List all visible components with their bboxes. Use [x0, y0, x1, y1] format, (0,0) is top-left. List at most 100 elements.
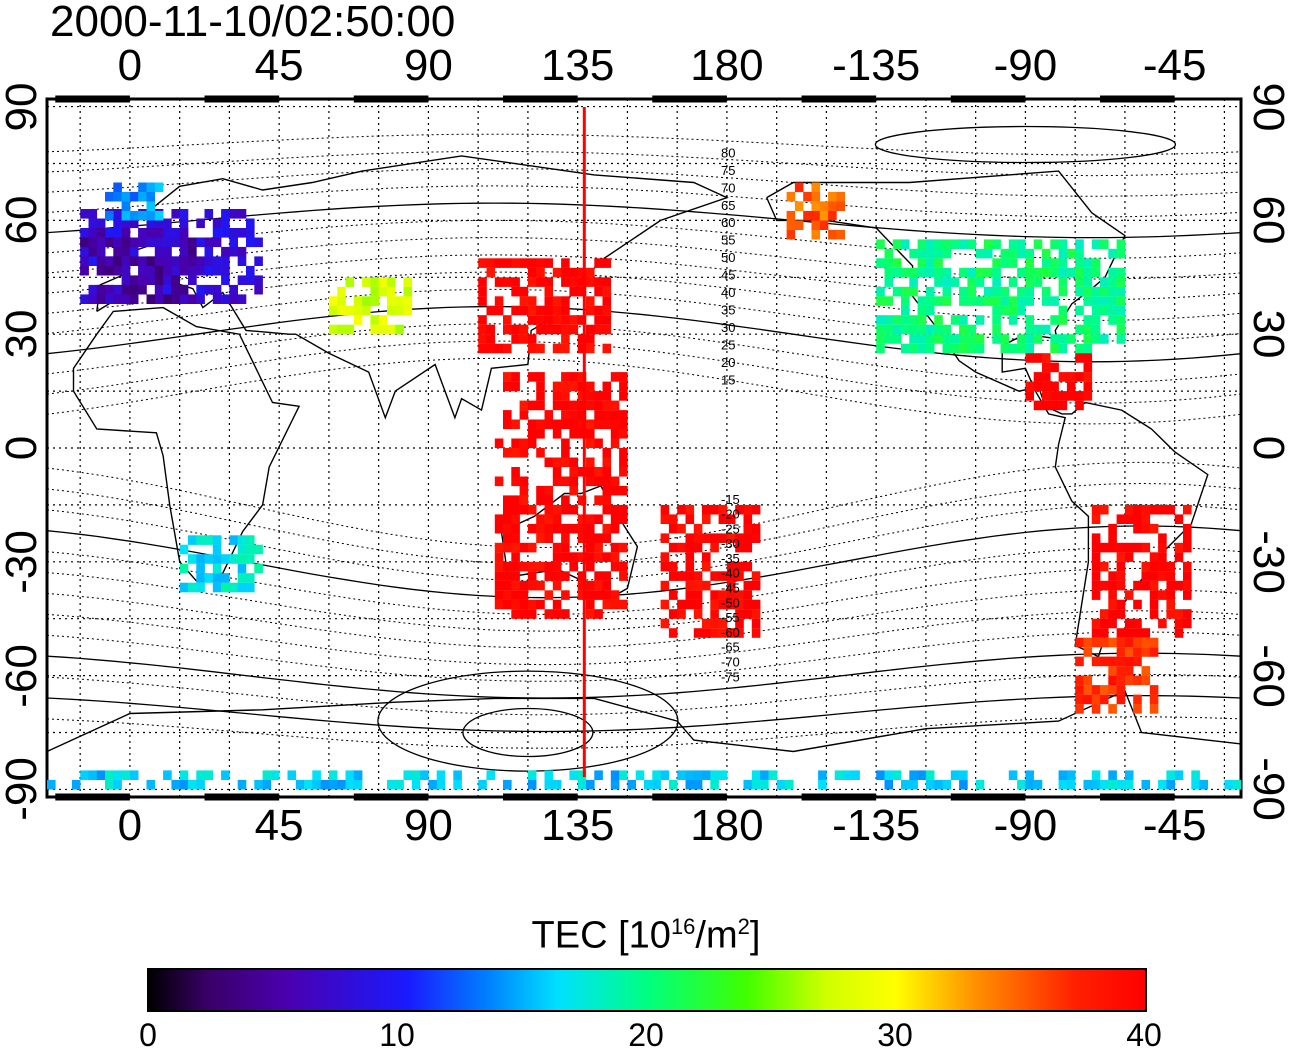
tec-cell [1108, 542, 1117, 553]
tec-cell [121, 770, 131, 780]
tec-cell [237, 246, 247, 257]
tec-cell [660, 514, 670, 524]
tec-cell [1008, 258, 1018, 268]
tec-cell [1091, 656, 1101, 667]
tec-cell [610, 476, 620, 487]
tec-cell [1050, 334, 1059, 344]
bottom-lon-tick-label: 180 [690, 801, 764, 850]
tec-cell [901, 239, 910, 249]
tec-cell [1158, 618, 1167, 629]
tec-cell [519, 542, 529, 553]
tec-cell [917, 343, 927, 354]
tec-cell [1091, 618, 1101, 629]
tec-cell [262, 770, 272, 780]
tec-cell [1124, 770, 1134, 780]
tec-cell [586, 305, 595, 316]
tec-cell [80, 265, 89, 276]
tec-cell [527, 770, 537, 780]
tec-cell [1050, 400, 1059, 411]
tec-cell [527, 504, 537, 515]
tec-cell [1166, 590, 1175, 600]
tec-cell [577, 523, 587, 534]
tec-cell [1083, 391, 1093, 401]
tec-cell [735, 504, 744, 515]
tec-cell [594, 419, 603, 430]
tec-cell [1116, 315, 1126, 325]
tec-cell [786, 191, 796, 202]
tec-cell [1100, 334, 1109, 344]
tec-cell [992, 239, 1001, 249]
tec-cell [1008, 305, 1018, 316]
tec-cell [836, 191, 845, 202]
contour-line [46, 185, 1242, 218]
tec-cell [519, 495, 529, 505]
tec-cell [237, 544, 247, 555]
tec-cell [577, 372, 587, 382]
tec-cell [88, 294, 98, 304]
tec-cell [1149, 580, 1159, 591]
tec-cell [171, 237, 180, 248]
tec-cell [602, 504, 612, 515]
tec-cell [221, 582, 230, 593]
tec-cell [561, 504, 570, 515]
tec-cell [1141, 542, 1151, 553]
tec-cell [1091, 580, 1101, 591]
tec-cell [577, 467, 587, 477]
tec-cell [345, 305, 355, 316]
tec-cell [519, 599, 529, 610]
tec-cell [212, 554, 222, 564]
tec-cell [892, 315, 902, 325]
tec-cell [726, 599, 736, 610]
tec-cell [478, 258, 487, 268]
tec-cell [1149, 694, 1159, 705]
tec-cell [552, 429, 562, 439]
tec-cell [196, 218, 205, 229]
tec-cell [511, 448, 520, 458]
tec-cell [1100, 685, 1109, 695]
tec-cell [685, 533, 695, 543]
colorbar [147, 968, 1147, 1012]
tec-cell [992, 286, 1001, 297]
tec-cell [925, 770, 935, 780]
tec-cell [527, 779, 537, 790]
contour-label: 50 [721, 250, 735, 265]
tec-cell [453, 779, 462, 790]
tec-cell [527, 315, 537, 325]
tec-cell [486, 267, 496, 278]
tec-cell [1075, 694, 1084, 705]
tec-cell [610, 429, 620, 439]
tec-cell [1141, 779, 1151, 790]
tec-cell [1149, 685, 1159, 695]
tec-cell [387, 324, 396, 335]
tec-cell [163, 228, 172, 238]
tec-cell [1025, 391, 1034, 401]
tec-cell [884, 334, 894, 344]
tec-cell [909, 248, 918, 259]
tec-cell [693, 779, 703, 790]
colorbar-tick-label: 0 [139, 1017, 157, 1053]
tec-cell [1116, 656, 1126, 667]
tec-cell [702, 552, 711, 562]
tec-cell [901, 305, 910, 316]
tec-cell [610, 514, 620, 524]
tec-cell [901, 343, 910, 354]
tec-cell [503, 542, 512, 553]
tec-cell [677, 504, 686, 515]
tec-cell [561, 552, 570, 562]
tec-cell [1108, 286, 1117, 297]
tec-cell [519, 580, 529, 591]
tec-cell [992, 258, 1001, 268]
tec-cell [138, 237, 147, 248]
tec-cell [1141, 504, 1151, 515]
tec-cell [602, 485, 612, 496]
contour-line [46, 271, 1242, 321]
tec-cell [594, 391, 603, 401]
tec-cell [1108, 599, 1117, 610]
tec-cell [212, 563, 222, 574]
tec-cell [453, 770, 462, 780]
tec-cell [171, 779, 180, 790]
tec-cell [196, 535, 205, 545]
tec-cell [1033, 381, 1043, 392]
tec-cell [387, 286, 396, 297]
tec-cell [1083, 353, 1093, 363]
